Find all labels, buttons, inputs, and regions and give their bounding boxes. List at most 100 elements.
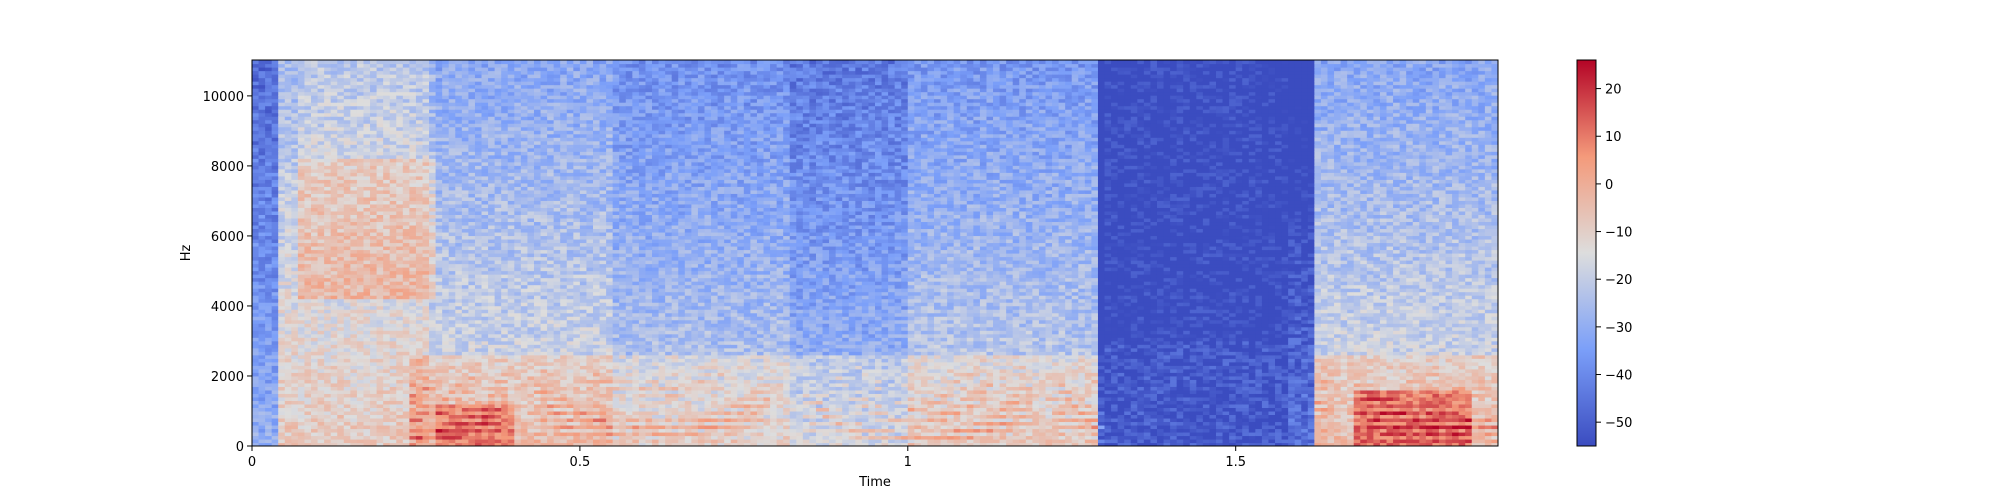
- spectrogram-cell: [409, 253, 416, 257]
- spectrogram-cell: [488, 218, 495, 222]
- spectrogram-cell: [462, 274, 469, 278]
- spectrogram-cell: [298, 92, 305, 96]
- spectrogram-cell: [514, 218, 521, 222]
- spectrogram-cell: [291, 439, 298, 443]
- spectrogram-cell: [409, 400, 416, 404]
- spectrogram-cell: [541, 186, 548, 190]
- spectrogram-cell: [475, 411, 482, 415]
- spectrogram-cell: [337, 165, 344, 169]
- spectrogram-cell: [285, 274, 292, 278]
- spectrogram-cell: [521, 435, 528, 439]
- spectrogram-cell: [252, 313, 259, 317]
- spectrogram-cell: [390, 242, 397, 246]
- spectrogram-cell: [442, 320, 449, 324]
- spectrogram-cell: [324, 179, 331, 183]
- spectrogram-cell: [377, 85, 384, 89]
- spectrogram-cell: [423, 400, 430, 404]
- spectrogram-cell: [252, 134, 259, 138]
- spectrogram-cell: [304, 358, 311, 362]
- spectrogram-cell: [416, 418, 423, 422]
- spectrogram-cell: [436, 260, 443, 264]
- spectrogram-cell: [508, 411, 515, 415]
- spectrogram-cell: [449, 158, 456, 162]
- spectrogram-cell: [403, 246, 410, 250]
- spectrogram-cell: [423, 193, 430, 197]
- spectrogram-cell: [468, 313, 475, 317]
- spectrogram-cell: [259, 165, 266, 169]
- spectrogram-cell: [350, 249, 357, 253]
- spectrogram-cell: [501, 60, 508, 64]
- spectrogram-cell: [350, 232, 357, 236]
- spectrogram-cell: [403, 137, 410, 141]
- spectrogram-cell: [514, 60, 521, 64]
- spectrogram-cell: [449, 341, 456, 345]
- spectrogram-cell: [318, 348, 325, 352]
- spectrogram-cell: [363, 302, 370, 306]
- spectrogram-cell: [311, 221, 318, 225]
- spectrogram-cell: [311, 386, 318, 390]
- spectrogram-cell: [318, 239, 325, 243]
- spectrogram-cell: [265, 411, 272, 415]
- spectrogram-cell: [423, 414, 430, 418]
- spectrogram-cell: [436, 204, 443, 208]
- spectrogram-cell: [501, 369, 508, 373]
- spectrogram-cell: [396, 383, 403, 387]
- spectrogram-cell: [423, 225, 430, 229]
- spectrogram-cell: [409, 295, 416, 299]
- spectrogram-cell: [291, 372, 298, 376]
- spectrogram-cell: [259, 372, 266, 376]
- spectrogram-cell: [442, 214, 449, 218]
- spectrogram-cell: [423, 176, 430, 180]
- spectrogram-cell: [298, 235, 305, 239]
- spectrogram-cell: [396, 267, 403, 271]
- spectrogram-cell: [403, 99, 410, 103]
- spectrogram-cell: [416, 162, 423, 166]
- spectrogram-cell: [344, 106, 351, 110]
- spectrogram-cell: [350, 228, 357, 232]
- spectrogram-cell: [534, 144, 541, 148]
- spectrogram-cell: [278, 302, 285, 306]
- spectrogram-cell: [468, 137, 475, 141]
- spectrogram-cell: [527, 106, 534, 110]
- spectrogram-cell: [534, 211, 541, 215]
- spectrogram-cell: [265, 337, 272, 341]
- spectrogram-cell: [455, 390, 462, 394]
- spectrogram-cell: [311, 67, 318, 71]
- spectrogram-cell: [324, 386, 331, 390]
- spectrogram-cell: [331, 404, 338, 408]
- spectrogram-cell: [442, 253, 449, 257]
- spectrogram-cell: [252, 400, 259, 404]
- spectrogram-cell: [534, 120, 541, 124]
- spectrogram-cell: [331, 204, 338, 208]
- spectrogram-cell: [468, 425, 475, 429]
- spectrogram-cell: [462, 351, 469, 355]
- spectrogram-cell: [337, 295, 344, 299]
- spectrogram-cell: [488, 193, 495, 197]
- spectrogram-cell: [449, 172, 456, 176]
- spectrogram-cell: [455, 134, 462, 138]
- spectrogram-cell: [304, 183, 311, 187]
- spectrogram-cell: [377, 60, 384, 64]
- spectrogram-cell: [357, 344, 364, 348]
- spectrogram-cell: [377, 383, 384, 387]
- spectrogram-cell: [501, 267, 508, 271]
- spectrogram-cell: [442, 221, 449, 225]
- spectrogram-cell: [455, 414, 462, 418]
- spectrogram-cell: [423, 362, 430, 366]
- spectrogram-cell: [488, 92, 495, 96]
- spectrogram-cell: [318, 176, 325, 180]
- spectrogram-cell: [324, 421, 331, 425]
- spectrogram-cell: [527, 60, 534, 64]
- spectrogram-cell: [252, 102, 259, 106]
- spectrogram-cell: [495, 369, 502, 373]
- spectrogram-cell: [468, 257, 475, 261]
- spectrogram-cell: [468, 228, 475, 232]
- spectrogram-cell: [259, 225, 266, 229]
- spectrogram-cell: [541, 288, 548, 292]
- spectrogram-cell: [541, 316, 548, 320]
- spectrogram-cell: [468, 302, 475, 306]
- spectrogram-cell: [311, 74, 318, 78]
- spectrogram-cell: [423, 116, 430, 120]
- spectrogram-cell: [390, 264, 397, 268]
- spectrogram-cell: [278, 116, 285, 120]
